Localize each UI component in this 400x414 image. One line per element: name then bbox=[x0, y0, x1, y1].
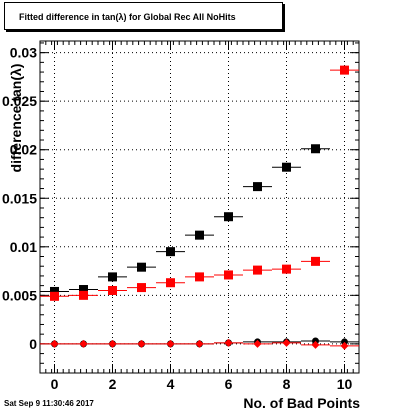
data-point bbox=[166, 278, 175, 288]
data-series bbox=[40, 65, 359, 350]
timestamp: Sat Sep 9 11:30:46 2017 bbox=[4, 399, 94, 408]
y-tick-label: 0.03 bbox=[10, 45, 37, 61]
y-tick-label: 0.005 bbox=[2, 287, 37, 303]
data-point bbox=[50, 339, 59, 348]
data-point bbox=[166, 339, 175, 348]
x-tick-label: 4 bbox=[167, 376, 175, 392]
data-point bbox=[224, 270, 233, 280]
y-tick-label: 0 bbox=[29, 336, 37, 352]
data-point bbox=[137, 339, 146, 348]
data-point bbox=[195, 339, 204, 348]
axis-ticks: 0 2 4 6 8 10 0 0.005 0.01 0.015 0.02 0.025 0.03 bbox=[2, 41, 360, 392]
data-point bbox=[50, 286, 59, 296]
data-point bbox=[79, 290, 88, 300]
plot-frame bbox=[39, 40, 360, 374]
y-tick-label: 0.01 bbox=[10, 239, 37, 255]
data-point bbox=[340, 341, 349, 350]
data-point bbox=[166, 247, 175, 257]
data-point bbox=[311, 340, 320, 349]
data-point bbox=[224, 338, 233, 347]
x-tick-label: 2 bbox=[109, 376, 117, 392]
data-point bbox=[195, 230, 204, 240]
series-2 bbox=[40, 65, 359, 301]
data-point bbox=[340, 65, 349, 75]
data-point bbox=[282, 264, 291, 274]
data-point bbox=[282, 162, 291, 172]
x-axis-label: No. of Bad Points bbox=[243, 395, 360, 411]
grid-lines bbox=[40, 41, 359, 373]
series-4 bbox=[40, 338, 359, 350]
y-tick-label: 0.025 bbox=[2, 93, 37, 109]
x-tick-label: 0 bbox=[51, 376, 59, 392]
y-tick-label: 0.015 bbox=[2, 190, 37, 206]
data-point bbox=[224, 212, 233, 222]
y-axis-label: difference tan(λ) bbox=[8, 63, 24, 173]
data-point bbox=[253, 339, 262, 348]
data-point bbox=[137, 283, 146, 293]
y-tick-label: 0.02 bbox=[10, 142, 37, 158]
x-tick-label: 8 bbox=[283, 376, 291, 392]
data-point bbox=[50, 291, 59, 301]
data-point bbox=[108, 272, 117, 282]
data-point bbox=[311, 144, 320, 154]
chart-title: Fitted difference in tan(λ) for Global R… bbox=[4, 2, 283, 30]
data-point bbox=[253, 182, 262, 192]
data-point bbox=[195, 272, 204, 282]
series-1 bbox=[40, 144, 330, 296]
data-point bbox=[108, 285, 117, 295]
data-point bbox=[282, 338, 291, 347]
data-point bbox=[108, 339, 117, 348]
x-tick-label: 6 bbox=[225, 376, 233, 392]
data-point bbox=[253, 265, 262, 275]
data-point bbox=[311, 256, 320, 266]
x-tick-label: 10 bbox=[337, 376, 353, 392]
data-point bbox=[79, 285, 88, 295]
data-point bbox=[79, 339, 88, 348]
data-point bbox=[137, 262, 146, 272]
